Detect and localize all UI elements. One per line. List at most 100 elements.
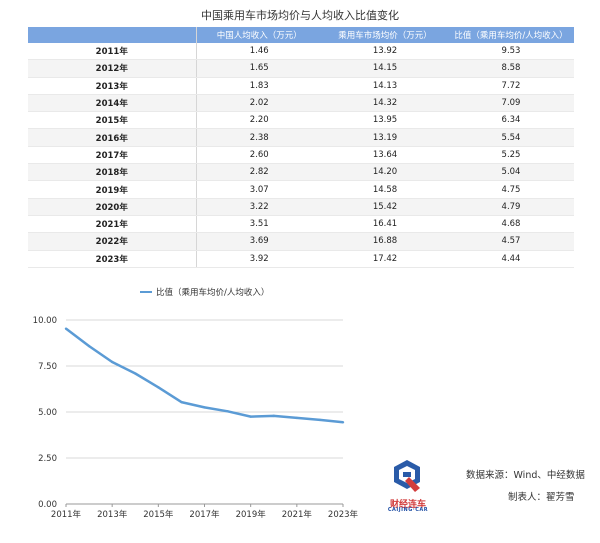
- table-value-cell: 17.42: [322, 250, 448, 268]
- y-axis-ticks: 0.00 2.50 5.00 7.50 10.00: [33, 316, 57, 510]
- table-year-cell: 2019年: [28, 180, 197, 199]
- table-year-cell: 2020年: [28, 198, 197, 216]
- y-tick-label: 7.50: [38, 362, 57, 372]
- table-value-cell: 14.15: [322, 59, 448, 78]
- chart-series: [64, 327, 345, 424]
- table-value-cell: 4.44: [448, 250, 574, 268]
- table-header-cell: 比值（乘用车均价/人均收入）: [448, 27, 574, 43]
- y-tick-label: 2.50: [38, 454, 57, 464]
- table-year-cell: 2018年: [28, 163, 197, 182]
- table-row: 2015年 2.20 13.95 6.34: [28, 111, 574, 130]
- table-value-cell: 16.41: [322, 215, 448, 234]
- data-point: [134, 372, 137, 375]
- data-point: [295, 416, 299, 420]
- table-row: 2019年 3.07 14.58 4.75: [28, 180, 574, 199]
- table-value-cell: 1.65: [196, 59, 322, 78]
- table-value-cell: 3.69: [196, 232, 322, 251]
- table-row: 2023年 3.92 17.42 4.44: [28, 250, 574, 268]
- table-row: 2014年 2.02 14.32 7.09: [28, 94, 574, 113]
- table-header-row: 中国人均收入（万元） 乘用车市场均价（万元） 比值（乘用车均价/人均收入）: [28, 27, 574, 43]
- x-tick-label: 2015年: [143, 509, 174, 520]
- table-value-cell: 4.57: [448, 232, 574, 251]
- table-year-cell: 2013年: [28, 77, 197, 95]
- table-value-cell: 3.51: [196, 215, 322, 234]
- table-value-cell: 13.92: [322, 43, 448, 61]
- logo-name: 财经连车: [389, 500, 426, 510]
- table-row: 2020年 3.22 15.42 4.79: [28, 198, 574, 216]
- table-value-cell: 5.25: [448, 146, 574, 165]
- logo-subtitle: CAIJING·CAR: [387, 507, 429, 513]
- y-tick-label: 0.00: [38, 500, 57, 510]
- data-point: [110, 360, 114, 364]
- table-row: 2018年 2.82 14.20 5.04: [28, 163, 574, 182]
- table-value-cell: 4.75: [448, 180, 574, 199]
- table-row: 2016年 2.38 13.19 5.54: [28, 128, 574, 147]
- table-year-cell: 2012年: [28, 59, 197, 78]
- table-header-cell: [28, 27, 197, 43]
- x-tick-label: 2019年: [236, 509, 267, 520]
- table-value-cell: 14.58: [322, 180, 448, 199]
- table-year-cell: 2015年: [28, 111, 197, 130]
- table-year-cell: 2016年: [28, 128, 197, 147]
- table-value-cell: 2.02: [196, 94, 322, 113]
- table-value-cell: 8.58: [448, 59, 574, 78]
- table-header-cell: 中国人均收入（万元）: [196, 27, 322, 43]
- table-value-cell: 7.72: [448, 77, 574, 95]
- data-point: [226, 410, 229, 413]
- data-point: [180, 400, 183, 404]
- table-value-cell: 14.20: [322, 163, 448, 182]
- table-year-cell: 2023年: [28, 250, 197, 268]
- table-year-cell: 2022年: [28, 232, 197, 251]
- table-year-cell: 2017年: [28, 146, 197, 165]
- data-point: [203, 406, 206, 409]
- author-credit: 制表人：翟芳雪: [508, 492, 575, 503]
- table-row: 2022年 3.69 16.88 4.57: [28, 232, 574, 251]
- table-value-cell: 13.64: [322, 146, 448, 165]
- data-source-credit: 数据来源：Wind、中经数据: [466, 470, 585, 481]
- table-value-cell: 1.46: [196, 43, 322, 61]
- table-value-cell: 7.09: [448, 94, 574, 113]
- table-value-cell: 16.88: [322, 232, 448, 251]
- table-value-cell: 14.13: [322, 77, 448, 95]
- table-year-cell: 2014年: [28, 94, 197, 113]
- table-value-cell: 1.83: [196, 77, 322, 95]
- legend-label: 比值（乘用车均价/人均收入）: [156, 287, 269, 298]
- table-value-cell: 6.34: [448, 111, 574, 130]
- table-value-cell: 9.53: [448, 43, 574, 61]
- x-tick-label: 2011年: [51, 509, 82, 520]
- x-tick-label: 2023年: [328, 509, 359, 520]
- data-point: [272, 414, 275, 418]
- table-value-cell: 5.54: [448, 128, 574, 147]
- y-tick-label: 5.00: [38, 408, 57, 418]
- chart-legend: 比值（乘用车均价/人均收入）: [140, 287, 269, 298]
- data-point: [341, 421, 345, 424]
- table-value-cell: 3.92: [196, 250, 322, 268]
- table-value-cell: 3.07: [196, 180, 322, 199]
- table-value-cell: 2.20: [196, 111, 322, 130]
- data-point: [157, 386, 160, 389]
- table-value-cell: 13.19: [322, 128, 448, 147]
- table-value-cell: 2.82: [196, 163, 322, 182]
- table-value-cell: 14.32: [322, 94, 448, 113]
- table-value-cell: 13.95: [322, 111, 448, 130]
- table-row: 2012年 1.65 14.15 8.58: [28, 59, 574, 78]
- table-value-cell: 2.60: [196, 146, 322, 165]
- table-value-cell: 4.68: [448, 215, 574, 234]
- data-point: [64, 327, 68, 330]
- line-chart: 比值（乘用车均价/人均收入） 0.00 2.50 5.00 7.50 10.00 201…: [33, 287, 359, 520]
- x-tick-label: 2017年: [189, 509, 220, 520]
- data-point: [318, 418, 322, 422]
- table-body: 2011年 1.46 13.92 9.53 2012年 1.65 14.15 8.58 2013…: [28, 43, 574, 268]
- table-value-cell: 15.42: [322, 198, 448, 216]
- table-row: 2017年 2.60 13.64 5.25: [28, 146, 574, 165]
- chart-gridlines: [66, 319, 343, 505]
- table-value-cell: 3.22: [196, 198, 322, 216]
- x-tick-label: 2021年: [282, 509, 313, 520]
- data-point: [249, 415, 252, 418]
- table-row: 2011年 1.46 13.92 9.53: [28, 43, 574, 61]
- table-value-cell: 5.04: [448, 163, 574, 182]
- y-tick-label: 10.00: [33, 316, 57, 326]
- x-axis-ticks: 2011年 2013年 2015年 2017年 2019年 2021年 2023年: [51, 504, 359, 520]
- table-row: 2021年 3.51 16.41 4.68: [28, 215, 574, 234]
- table-header-cell: 乘用车市场均价（万元）: [322, 27, 448, 43]
